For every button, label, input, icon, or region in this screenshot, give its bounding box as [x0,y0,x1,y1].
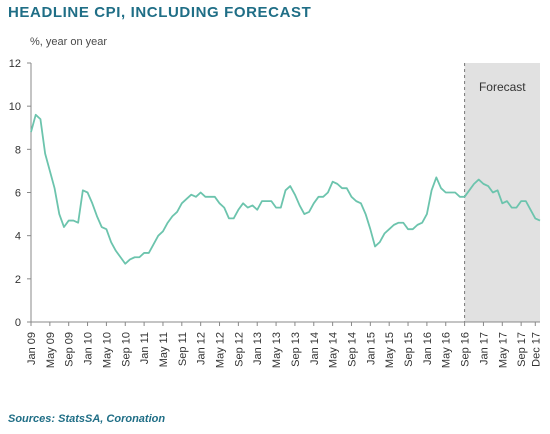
x-tick-label: May 10 [101,332,113,368]
chart-title: HEADLINE CPI, INCLUDING FORECAST [8,4,312,21]
x-tick-label: Jan 17 [478,332,490,365]
y-tick-label: 12 [9,58,21,70]
x-tick-label: May 11 [158,332,170,367]
x-tick-label: Jan 13 [252,332,264,365]
x-tick-label: Jan 14 [309,332,321,365]
x-tick-label: Sep 13 [290,332,302,367]
x-tick-label: Sep 14 [346,332,358,367]
source-note: Sources: StatsSA, Coronation [8,413,166,425]
x-tick-label: Sep 15 [403,332,415,367]
y-tick-label: 6 [15,188,21,200]
forecast-label: Forecast [479,80,526,94]
x-tick-label: Jan 09 [26,332,38,365]
y-tick-label: 10 [9,101,21,113]
forecast-region [464,63,540,322]
x-tick-label: Sep 11 [177,332,189,366]
cpi-series-line [30,113,541,265]
x-tick-label: Sep 17 [516,332,528,367]
y-tick-label: 4 [15,231,21,243]
x-tick-label: Jan 11 [139,332,151,364]
x-tick-label: May 14 [328,332,340,368]
x-tick-label: Jan 16 [422,332,434,365]
x-tick-label: Jan 12 [196,332,208,365]
x-tick-label: May 13 [271,332,283,368]
x-tick-label: May 17 [497,332,509,368]
y-tick-label: 2 [15,274,21,286]
y-tick-label: 8 [15,144,21,156]
x-tick-label: May 15 [384,332,396,368]
x-tick-label: Sep 09 [64,332,76,367]
y-tick-label: 0 [15,317,21,329]
x-tick-label: May 12 [215,332,227,368]
x-tick-label: May 16 [441,332,453,368]
x-tick-label: Sep 10 [120,332,132,367]
x-tick-label: Sep 12 [233,332,245,367]
x-tick-label: Jan 15 [365,332,377,365]
x-tick-label: Dec 17 [530,332,542,367]
x-tick-label: May 09 [45,332,57,368]
x-tick-label: Sep 16 [460,332,472,367]
x-tick-label: Jan 10 [83,332,95,365]
y-axis-label: %, year on year [30,36,108,48]
